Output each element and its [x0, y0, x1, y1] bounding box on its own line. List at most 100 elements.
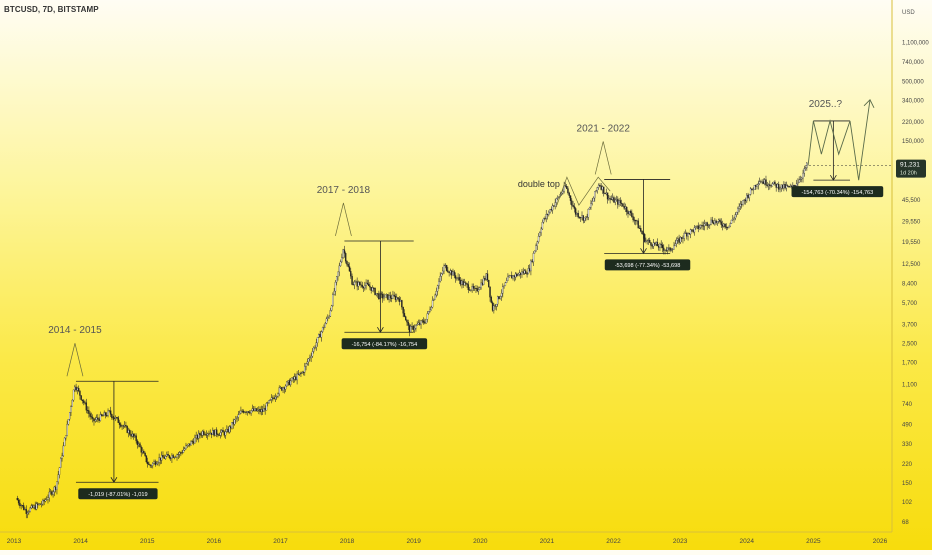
- candle: [609, 198, 611, 200]
- candle: [541, 222, 544, 230]
- candle: [51, 491, 53, 495]
- candle: [804, 167, 807, 169]
- candle: [361, 284, 363, 288]
- candle: [356, 281, 358, 287]
- candle: [380, 293, 383, 295]
- candle: [683, 233, 685, 239]
- candle: [238, 413, 241, 415]
- candle: [338, 265, 340, 273]
- candle: [286, 381, 288, 387]
- candle: [448, 271, 450, 274]
- candle: [214, 429, 217, 436]
- candle: [456, 277, 458, 279]
- candle: [749, 188, 752, 195]
- candle: [120, 424, 122, 427]
- last-price-box: [896, 159, 926, 178]
- candle: [422, 320, 425, 323]
- price-tick-label: 1,100,000: [902, 40, 929, 46]
- candle: [413, 328, 416, 330]
- candle: [661, 244, 664, 249]
- candle: [730, 219, 733, 224]
- candle: [436, 285, 439, 292]
- candle: [650, 242, 652, 246]
- candle: [304, 366, 306, 373]
- candle: [157, 462, 159, 464]
- last-price-value: 91,231: [900, 162, 920, 169]
- candle: [348, 266, 351, 272]
- candle: [703, 223, 706, 227]
- candle: [604, 193, 606, 195]
- candle: [221, 430, 223, 433]
- candle: [540, 228, 542, 234]
- candle: [333, 290, 335, 295]
- candle: [518, 272, 521, 275]
- candle: [29, 507, 31, 512]
- candle: [77, 388, 80, 392]
- candle: [691, 229, 693, 231]
- price-axis-unit: USD: [902, 10, 915, 16]
- candle: [185, 445, 187, 449]
- price-tick-label: 29,550: [902, 219, 921, 225]
- candle: [718, 219, 720, 222]
- candle: [500, 293, 503, 297]
- candle: [786, 185, 789, 187]
- candle: [440, 273, 443, 277]
- candle: [378, 293, 380, 300]
- cycle-title: 2017 - 2018: [317, 185, 371, 196]
- candle: [746, 194, 748, 202]
- candle: [445, 265, 448, 271]
- candle: [222, 430, 224, 433]
- candle: [595, 190, 597, 192]
- candle: [206, 433, 209, 436]
- candle: [651, 245, 653, 247]
- candle: [419, 322, 421, 325]
- price-tick-label: 500,000: [902, 79, 924, 85]
- candle: [620, 202, 623, 204]
- price-tick-label: 220,000: [902, 120, 924, 126]
- candle: [24, 509, 26, 511]
- candle: [316, 337, 319, 343]
- candle: [296, 373, 298, 380]
- candle: [574, 208, 577, 215]
- candle: [778, 184, 780, 190]
- candle: [548, 211, 550, 216]
- candle: [33, 505, 35, 508]
- candle: [240, 410, 242, 414]
- candle: [66, 424, 68, 436]
- candle: [97, 417, 99, 420]
- price-tick-label: 8,400: [902, 282, 918, 288]
- candle: [275, 396, 278, 398]
- candle: [158, 457, 160, 463]
- candle: [351, 275, 353, 285]
- time-tick-label: 2019: [406, 538, 421, 545]
- candle: [781, 184, 784, 189]
- candle: [679, 237, 682, 243]
- candle: [183, 448, 186, 451]
- candle: [274, 396, 277, 400]
- candle: [591, 201, 593, 204]
- candle: [634, 219, 637, 222]
- candle: [665, 249, 668, 251]
- candle: [329, 310, 332, 317]
- candle: [42, 499, 44, 505]
- candle: [67, 419, 70, 425]
- candle: [407, 321, 409, 326]
- candle: [54, 486, 57, 490]
- candle: [509, 275, 512, 277]
- candle: [511, 275, 513, 279]
- candle: [255, 408, 257, 412]
- symbol-label: BTCUSD, 7D, BITSTAMP: [4, 5, 99, 14]
- candle: [480, 282, 482, 288]
- candle: [408, 325, 411, 333]
- candle: [63, 437, 66, 447]
- time-tick-label: 2013: [7, 538, 22, 545]
- candle: [680, 237, 683, 239]
- candle: [292, 377, 294, 380]
- candle: [551, 205, 554, 211]
- candle: [739, 203, 742, 207]
- candle: [310, 355, 312, 358]
- candle: [698, 227, 701, 229]
- candle: [502, 286, 504, 294]
